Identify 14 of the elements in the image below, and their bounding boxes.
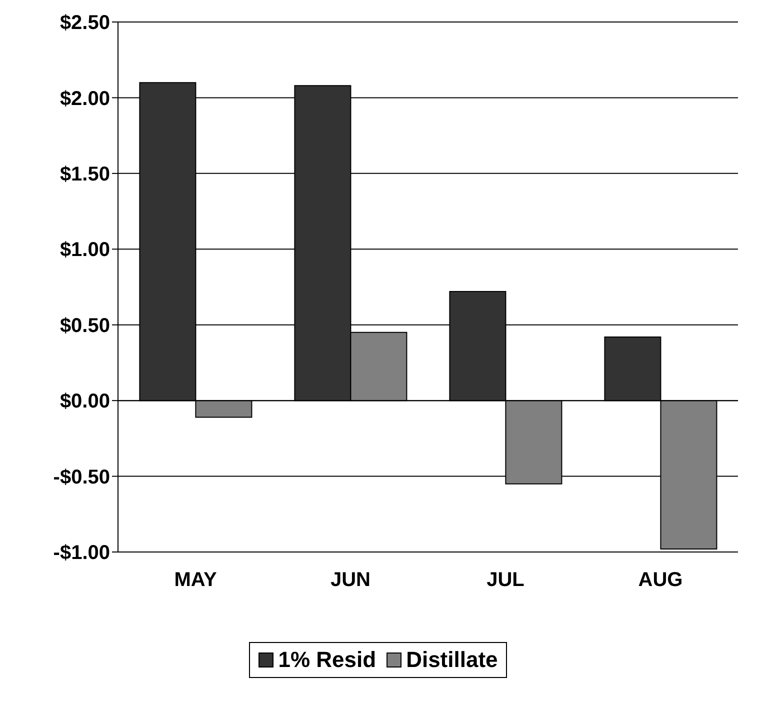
y-tick-label: $1.50: [60, 164, 110, 186]
y-tick-label: -$1.00: [53, 542, 110, 564]
y-tick-label: $0.00: [60, 390, 110, 413]
y-tick-label: $2.00: [60, 88, 110, 110]
y-tick-label: -$0.50: [53, 466, 110, 488]
y-tick-label: $0.50: [60, 314, 110, 337]
x-tick-label: MAY: [174, 569, 218, 592]
legend-label: 1% Resid: [277, 647, 376, 673]
x-tick-label: JUN: [330, 569, 371, 592]
legend-label: Distillate: [405, 647, 498, 673]
y-tick-label: $1.00: [60, 239, 110, 262]
x-tick-label: JUL: [486, 569, 524, 592]
x-tick-label: AUG: [638, 569, 683, 592]
y-tick-label: $2.50: [60, 12, 110, 34]
